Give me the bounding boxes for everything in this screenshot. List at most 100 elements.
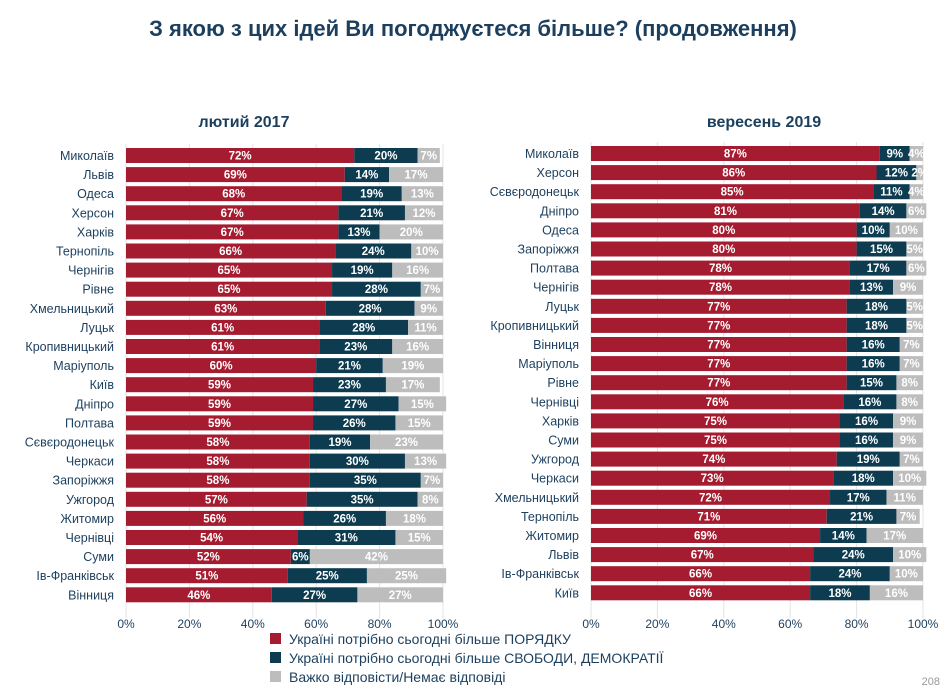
bar-segment-order <box>126 205 339 221</box>
bar-segment-freedom <box>840 432 894 448</box>
data-label: 66% <box>689 588 712 600</box>
data-label: 77% <box>707 340 730 352</box>
bar-segment-order <box>591 317 847 333</box>
bar-segment-hard-to-answer <box>417 148 440 163</box>
data-label: 9% <box>900 282 917 294</box>
data-label: 73% <box>701 473 724 485</box>
data-label: 28% <box>365 284 388 296</box>
x-tick-label: 20% <box>177 617 201 631</box>
bar-segment-freedom <box>316 358 383 374</box>
x-tick-label: 0% <box>117 617 135 631</box>
bar-segment-hard-to-answer <box>909 146 923 161</box>
data-label: 15% <box>870 244 893 256</box>
category-label: Вінниця <box>68 588 114 602</box>
category-label: Запоріжжя <box>53 474 114 488</box>
data-label: 16% <box>862 359 885 371</box>
data-label: 21% <box>338 361 361 373</box>
data-label: 66% <box>689 569 712 581</box>
data-label: 14% <box>355 170 378 182</box>
category-label: Дніпро <box>75 397 114 411</box>
bar-segment-order <box>591 432 840 448</box>
bar-segment-freedom <box>810 585 870 601</box>
data-label: 77% <box>707 359 730 371</box>
data-label: 5% <box>906 301 923 313</box>
data-label: 80% <box>712 244 735 256</box>
data-label: 5% <box>906 320 923 332</box>
legend: Україні потрібно сьогодні більше ПОРЯДКУ… <box>270 629 663 686</box>
bar-segment-freedom <box>309 472 421 488</box>
category-label: Львів <box>548 548 579 562</box>
data-label: 65% <box>218 265 241 277</box>
legend-label-order: Україні потрібно сьогодні більше ПОРЯДКУ <box>289 630 571 647</box>
category-label: Хмельницький <box>495 491 579 505</box>
data-label: 23% <box>344 342 367 354</box>
bar-segment-order <box>591 222 857 238</box>
category-label: Чернівці <box>66 531 115 545</box>
bar-segment-order <box>126 262 333 278</box>
category-label: Харків <box>542 414 579 428</box>
data-label: 27% <box>389 590 412 602</box>
data-label: 28% <box>352 322 375 334</box>
category-label: Київ <box>555 586 580 600</box>
bar-segment-order <box>591 203 860 219</box>
category-label: Ів-Франківськ <box>36 569 114 583</box>
category-label: Вінниця <box>533 338 579 352</box>
bar-segment-hard-to-answer <box>899 451 923 467</box>
data-label: 7% <box>424 284 441 296</box>
bar-segment-order <box>126 319 320 335</box>
bar-segment-hard-to-answer <box>893 547 927 563</box>
data-label: 18% <box>403 513 426 525</box>
data-label: 67% <box>691 550 714 562</box>
data-label: 16% <box>885 588 908 600</box>
data-label: 57% <box>205 494 228 506</box>
data-label: 21% <box>360 208 383 220</box>
data-label: 76% <box>706 397 729 409</box>
data-label: 25% <box>316 571 339 583</box>
bar-segment-freedom <box>846 298 907 314</box>
bar-segment-freedom <box>332 262 393 278</box>
data-label: 15% <box>411 399 434 411</box>
category-label: Рівне <box>547 376 579 390</box>
data-label: 67% <box>221 227 244 239</box>
category-label: Полтава <box>530 262 579 276</box>
bar-segment-freedom <box>856 241 907 257</box>
bar-segment-freedom <box>879 146 910 161</box>
data-label: 19% <box>360 189 383 201</box>
data-label: 19% <box>351 265 374 277</box>
x-tick-label: 60% <box>304 617 328 631</box>
data-label: 61% <box>211 342 234 354</box>
x-tick-label: 80% <box>845 617 869 631</box>
bar-segment-hard-to-answer <box>309 549 443 565</box>
data-label: 15% <box>408 418 431 430</box>
data-label: 19% <box>857 454 880 466</box>
bar-segment-order <box>126 167 345 183</box>
data-label: 78% <box>709 263 732 275</box>
bar-segment-freedom <box>820 528 867 543</box>
bar-segment-order <box>591 184 874 200</box>
category-label: Миколаїв <box>60 149 114 163</box>
data-label: 77% <box>707 301 730 313</box>
bar-segment-freedom <box>313 377 386 393</box>
bar-segment-freedom <box>843 394 897 410</box>
data-label: 23% <box>395 437 418 449</box>
bar-segment-freedom <box>846 317 907 333</box>
data-label: 67% <box>221 208 244 220</box>
data-label: 10% <box>895 569 918 581</box>
bar-segment-hard-to-answer <box>906 260 927 276</box>
data-label: 77% <box>707 378 730 390</box>
data-label: 21% <box>850 511 873 523</box>
bar-segment-hard-to-answer <box>899 337 923 352</box>
data-label: 59% <box>208 380 231 392</box>
bar-segment-freedom <box>833 470 894 486</box>
bar-segment-hard-to-answer <box>392 262 443 278</box>
bar-segment-freedom <box>313 415 396 431</box>
bar-segment-order <box>126 453 310 469</box>
bar-segment-hard-to-answer <box>893 279 923 295</box>
data-label: 11% <box>880 187 902 199</box>
bar-segment-freedom <box>341 186 402 202</box>
data-label: 85% <box>721 187 744 199</box>
data-label: 12% <box>412 208 435 220</box>
bar-segment-hard-to-answer <box>414 300 443 316</box>
bar-segment-freedom <box>830 489 887 505</box>
x-tick-label: 40% <box>241 617 265 631</box>
